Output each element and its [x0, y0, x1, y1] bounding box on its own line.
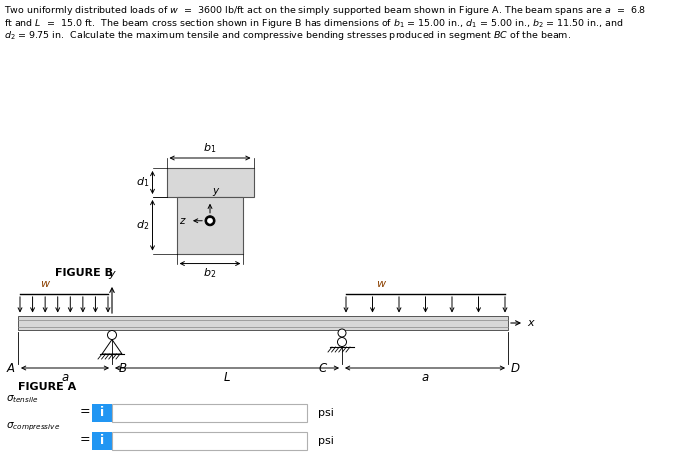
Text: psi: psi [318, 436, 334, 445]
Bar [167, 168, 253, 197]
Bar [112, 432, 307, 450]
Text: psi: psi [318, 407, 334, 418]
Text: $z$: $z$ [179, 216, 187, 226]
Circle shape [338, 338, 346, 346]
Text: $b_2$: $b_2$ [203, 267, 216, 281]
Bar [177, 197, 244, 254]
Text: $D$: $D$ [510, 362, 521, 375]
Circle shape [338, 329, 346, 337]
Text: $d_2$ = 9.75 in.  Calculate the maximum tensile and compressive bending stresses: $d_2$ = 9.75 in. Calculate the maximum t… [4, 29, 571, 42]
Polygon shape [102, 339, 122, 354]
Circle shape [107, 331, 117, 339]
Text: $y$: $y$ [107, 269, 117, 281]
Circle shape [207, 218, 212, 223]
Circle shape [205, 216, 215, 226]
Bar [18, 316, 508, 330]
Text: $d_1$: $d_1$ [136, 175, 149, 189]
Text: ft and $L$  =  15.0 ft.  The beam cross section shown in Figure B has dimensions: ft and $L$ = 15.0 ft. The beam cross sec… [4, 17, 623, 30]
Text: $d_2$: $d_2$ [136, 219, 149, 232]
Bar [112, 404, 307, 422]
Text: FIGURE A: FIGURE A [18, 382, 76, 392]
Text: $a$: $a$ [61, 371, 69, 384]
Text: $y$: $y$ [212, 186, 221, 198]
Text: Two uniformly distributed loads of $w$  =  3600 lb/ft act on the simply supporte: Two uniformly distributed loads of $w$ =… [4, 4, 646, 17]
Text: $L$: $L$ [223, 371, 231, 384]
Text: $x$: $x$ [527, 318, 536, 328]
Text: $B$: $B$ [118, 362, 127, 375]
Text: i: i [100, 406, 104, 419]
Text: $\sigma_{compressive}$: $\sigma_{compressive}$ [6, 420, 60, 433]
Text: $b_1$: $b_1$ [203, 141, 216, 155]
Text: =: = [80, 406, 91, 419]
Bar [92, 432, 112, 450]
Text: $A$: $A$ [6, 362, 16, 375]
Text: $C$: $C$ [318, 362, 328, 375]
Text: i: i [100, 434, 104, 447]
Text: FIGURE B: FIGURE B [55, 268, 113, 277]
Text: $w$: $w$ [376, 279, 387, 289]
Text: $\sigma_{tensile}$: $\sigma_{tensile}$ [6, 393, 38, 405]
Text: $a$: $a$ [421, 371, 429, 384]
Text: $w$: $w$ [40, 279, 52, 289]
Bar [92, 404, 112, 422]
Text: =: = [80, 433, 91, 446]
